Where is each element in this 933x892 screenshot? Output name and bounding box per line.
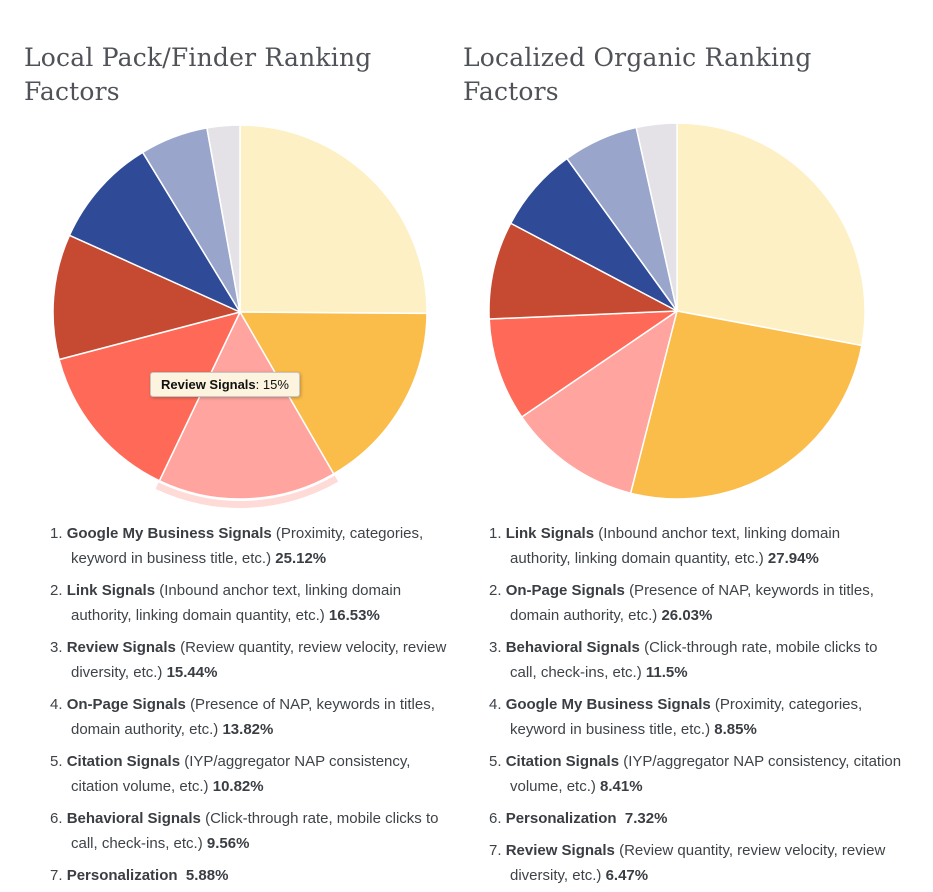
factor-number: 7. [489, 842, 506, 859]
pie-tooltip: Review Signals: 15% [150, 372, 300, 397]
factor-list-item: 4. Google My Business Signals (Proximity… [489, 692, 903, 742]
factor-number: 7. [50, 867, 67, 884]
factor-list-item: 6. Personalization 7.32% [489, 806, 903, 831]
factor-number: 1. [50, 525, 67, 542]
factor-name: On-Page Signals [66, 696, 186, 713]
pie-slice-link-signals[interactable] [239, 311, 428, 475]
factor-list-item: 3. Behavioral Signals (Click-through rat… [489, 635, 903, 685]
factor-percentage: 15.44% [166, 664, 218, 681]
localized-organic-pie-chart[interactable] [477, 111, 877, 511]
left-chart-title: Local Pack/Finder Ranking Factors [24, 42, 372, 106]
factor-list-item: 7. Review Signals (Review quantity, revi… [489, 838, 903, 888]
factor-number: 2. [50, 582, 67, 599]
factor-list-item: 3. Review Signals (Review quantity, revi… [50, 635, 456, 685]
factor-description: (Presence of NAP, keywords in titles, do… [71, 696, 435, 738]
factor-description: (Presence of NAP, keywords in titles, do… [510, 582, 874, 624]
factor-percentage: 7.32% [624, 810, 668, 827]
tooltip-label: Review Signals [161, 377, 256, 392]
pie-slice-behavioral-signals[interactable] [520, 310, 678, 494]
factor-number: 6. [50, 810, 67, 827]
factor-list-item: 5. Citation Signals (IYP/aggregator NAP … [50, 749, 456, 799]
factor-name: Google My Business Signals [505, 696, 711, 713]
factor-name: Personalization [66, 867, 178, 884]
factor-name: Behavioral Signals [66, 810, 201, 827]
factor-description: (Review quantity, review velocity, revie… [510, 842, 886, 884]
factor-list-item: 7. Personalization 5.88% [50, 863, 456, 888]
factor-number: 4. [50, 696, 67, 713]
pie-slice-citation-signals[interactable] [488, 222, 678, 320]
pie-slice-citation-signals[interactable] [52, 234, 241, 361]
factor-percentage: 8.41% [600, 778, 643, 795]
factor-description: (Proximity, categories, keyword in busin… [510, 696, 863, 738]
factor-description: (Proximity, categories, keyword in busin… [71, 525, 424, 567]
right-chart-title: Localized Organic Ranking Factors [463, 42, 812, 106]
factor-list-item: 1. Google My Business Signals (Proximity… [50, 521, 456, 571]
pie-slice-on-page-signals[interactable] [58, 311, 241, 482]
pie-slice-behavioral-signals[interactable] [68, 151, 241, 313]
factor-percentage: 16.53% [328, 607, 380, 624]
factor-name: Link Signals [66, 582, 156, 599]
factor-list-item: 2. On-Page Signals (Presence of NAP, key… [489, 578, 903, 628]
factor-number: 5. [489, 753, 506, 770]
pie-slice-link-signals[interactable] [676, 122, 866, 347]
factor-list-item: 4. On-Page Signals (Presence of NAP, key… [50, 692, 456, 742]
pie-slice-google-my-business-signals[interactable] [239, 124, 428, 315]
pie-slice-google-my-business-signals[interactable] [488, 310, 678, 418]
factor-list-item: 5. Citation Signals (IYP/aggregator NAP … [489, 749, 903, 799]
factor-name: On-Page Signals [505, 582, 625, 599]
factor-list-item: 1. Link Signals (Inbound anchor text, li… [489, 521, 903, 571]
factor-number: 4. [489, 696, 506, 713]
pie-slice-review-signals[interactable] [158, 311, 335, 500]
factor-percentage: 27.94% [767, 550, 819, 567]
pie-slice-other[interactable] [206, 124, 241, 313]
pie-slice-other[interactable] [635, 122, 678, 312]
factor-name: Citation Signals [505, 753, 620, 770]
factor-name: Review Signals [505, 842, 615, 859]
factor-number: 1. [489, 525, 506, 542]
factor-percentage: 6.47% [605, 867, 649, 884]
factor-name: Citation Signals [66, 753, 181, 770]
factor-number: 5. [50, 753, 67, 770]
factor-percentage: 9.56% [206, 835, 250, 852]
factor-description: (Click-through rate, mobile clicks to ca… [71, 810, 439, 852]
factor-percentage: 13.82% [222, 721, 274, 738]
factor-percentage: 5.88% [185, 867, 229, 884]
factor-list-item: 6. Behavioral Signals (Click-through rat… [50, 806, 456, 856]
factor-percentage: 10.82% [212, 778, 264, 795]
factor-number: 2. [489, 582, 506, 599]
factor-name: Behavioral Signals [505, 639, 640, 656]
factor-description: (Inbound anchor text, linking domain aut… [510, 525, 841, 567]
tooltip-value: : 15% [255, 377, 289, 392]
factor-description: (Inbound anchor text, linking domain aut… [71, 582, 402, 624]
factor-percentage: 25.12% [275, 550, 327, 567]
factor-name: Personalization [505, 810, 617, 827]
factor-description: (Review quantity, review velocity, revie… [71, 639, 447, 681]
localized-organic-factor-list: 1. Link Signals (Inbound anchor text, li… [489, 521, 903, 892]
factor-number: 6. [489, 810, 506, 827]
factor-percentage: 26.03% [661, 607, 713, 624]
factor-name: Link Signals [505, 525, 595, 542]
factor-description: (IYP/aggregator NAP consistency, citatio… [71, 753, 411, 795]
hover-highlight-ring [155, 475, 339, 508]
factor-percentage: 8.85% [714, 721, 757, 738]
factor-percentage: 11.5% [645, 664, 688, 681]
local-pack-factor-list: 1. Google My Business Signals (Proximity… [50, 521, 456, 892]
local-pack-pie-chart[interactable] [40, 112, 440, 512]
factor-number: 3. [50, 639, 67, 656]
factor-name: Google My Business Signals [66, 525, 272, 542]
factor-description: (Click-through rate, mobile clicks to ca… [510, 639, 878, 681]
factor-description: (IYP/aggregator NAP consistency, citatio… [510, 753, 902, 795]
factor-list-item: 2. Link Signals (Inbound anchor text, li… [50, 578, 456, 628]
factor-name: Review Signals [66, 639, 176, 656]
pie-slice-on-page-signals[interactable] [629, 310, 863, 500]
factor-number: 3. [489, 639, 506, 656]
